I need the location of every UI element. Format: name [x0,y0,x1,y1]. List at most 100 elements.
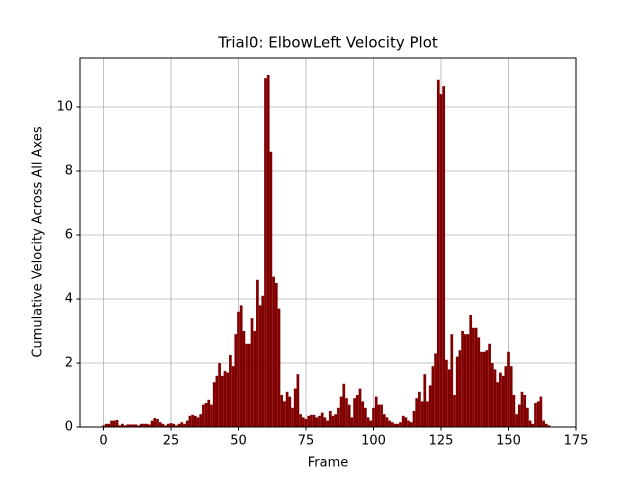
bar [175,425,178,427]
bar [315,417,319,427]
y-axis-label: Cumulative Velocity Across All Axes [31,126,46,357]
bar [137,425,140,427]
bar [185,420,189,427]
bar [331,415,335,427]
bar [274,282,278,427]
bar [264,78,267,428]
bar [544,423,548,427]
bar [474,327,478,427]
bar [161,423,165,427]
bar [304,418,308,427]
bar [242,330,246,427]
bar [156,418,159,427]
bar [434,353,437,427]
bar [204,402,208,427]
bar [145,423,149,427]
bar [261,295,265,427]
bar [453,394,456,427]
y-tick-label: 6 [65,227,73,242]
bar [272,276,275,427]
bar [374,396,378,427]
bar [517,404,521,427]
bar [418,391,421,427]
bar [431,366,435,427]
bar [547,425,551,427]
bar [110,420,113,427]
bar [253,330,257,427]
bar [169,423,173,427]
bar [191,414,194,427]
y-tick-label: 4 [65,291,73,306]
bar [466,334,470,427]
bar [520,391,524,427]
bar [258,305,262,427]
bar [118,425,122,427]
bar [347,404,351,427]
bar [129,424,132,427]
bar [172,423,176,427]
bar [285,391,289,427]
x-tick-label: 150 [496,434,521,449]
bar [245,343,248,427]
bar [312,414,316,427]
bar [531,423,535,427]
bar [164,425,167,427]
x-tick-label: 75 [298,434,315,449]
bar [126,424,130,427]
bar [526,407,529,427]
bar [223,370,227,427]
bar [256,279,259,427]
bar [512,394,516,427]
bar [377,404,381,427]
x-tick-label: 175 [564,434,589,449]
bar [361,401,365,427]
bar [488,343,491,427]
bar [509,366,513,427]
bar [166,423,170,427]
bar [442,86,446,427]
y-tick-label: 8 [65,163,73,178]
bar [528,420,532,427]
bar [318,415,321,427]
bar [177,423,181,427]
bar [280,394,284,427]
bar [323,417,327,427]
bar [250,318,254,427]
bar [409,422,413,427]
bar [385,417,389,427]
bar [247,343,251,427]
bar [401,415,405,427]
bar [104,423,108,427]
bar [196,417,200,427]
bar [455,356,459,427]
axes-frame [79,57,577,428]
bar [291,407,294,427]
bar [463,334,467,427]
bar [493,369,497,427]
bar [288,396,292,427]
bar [482,351,486,427]
bar [180,422,184,427]
bar [293,388,297,427]
bar [412,410,416,427]
bar [423,374,427,427]
bar [142,423,146,427]
bar [388,420,392,427]
bar [382,414,386,427]
bar [220,375,224,427]
bar [277,308,281,427]
bar [472,327,475,427]
x-tick-label: 0 [99,434,107,449]
bar [439,94,443,428]
bar [501,375,505,427]
bar [210,404,213,427]
bar [426,401,429,427]
bar [188,415,192,427]
bar [372,407,375,427]
bar [231,366,235,427]
bar [407,420,410,427]
bar [515,414,518,427]
bar [112,420,116,427]
bar [193,415,197,427]
